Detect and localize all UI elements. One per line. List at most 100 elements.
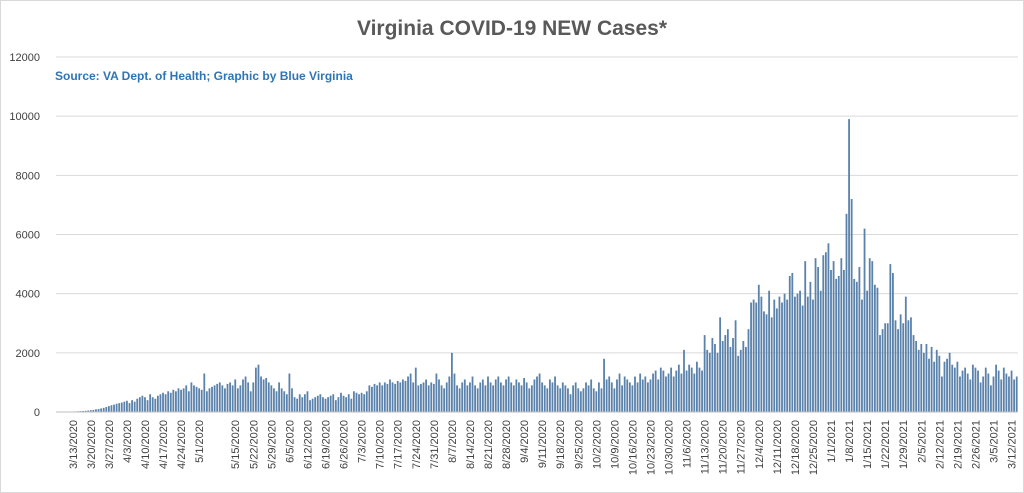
bar <box>742 341 745 412</box>
y-tick-label: 2000 <box>16 348 40 360</box>
bar <box>479 382 482 412</box>
bar <box>306 391 309 412</box>
bar <box>301 397 304 412</box>
bar <box>592 388 595 412</box>
bar <box>603 358 605 412</box>
bar <box>167 391 170 412</box>
bar <box>979 382 982 412</box>
bar <box>239 385 242 412</box>
bar <box>105 406 108 412</box>
bar <box>358 394 360 412</box>
y-tick-label: 10000 <box>9 111 40 123</box>
bar <box>822 255 825 412</box>
bar <box>203 373 206 412</box>
bar <box>324 398 327 412</box>
bar <box>425 379 428 412</box>
bar <box>489 382 492 412</box>
bar <box>768 290 771 412</box>
bar <box>1015 376 1018 412</box>
x-tick-label: 12/4/2020 <box>754 420 766 469</box>
x-tick-label: 12/11/2020 <box>772 420 784 474</box>
bar <box>97 409 100 412</box>
bar <box>303 394 306 412</box>
bar <box>899 314 902 412</box>
bar <box>567 388 569 412</box>
bar <box>216 383 219 412</box>
bar <box>461 382 464 412</box>
bar <box>340 392 342 412</box>
bar <box>701 370 703 412</box>
bar <box>961 370 964 412</box>
bar <box>373 383 376 412</box>
bar <box>162 392 164 412</box>
bar <box>533 379 536 412</box>
bar <box>236 388 239 412</box>
bar <box>146 400 149 412</box>
bar <box>254 367 257 412</box>
bar <box>391 382 394 412</box>
bar <box>448 376 451 412</box>
x-tick-label: 8/21/2020 <box>483 420 495 469</box>
bar <box>997 370 1000 412</box>
bar <box>198 388 201 412</box>
bar <box>628 382 631 412</box>
bar <box>894 320 897 412</box>
bar <box>585 382 587 412</box>
bar <box>930 346 933 412</box>
bar <box>824 252 827 412</box>
bar <box>249 391 252 412</box>
bar <box>830 270 832 412</box>
bar <box>435 373 438 412</box>
bar <box>458 388 461 412</box>
bar <box>499 382 502 412</box>
bar <box>809 281 812 412</box>
bar <box>698 367 701 412</box>
bar <box>371 386 373 412</box>
bar <box>703 335 706 412</box>
bar <box>667 373 670 412</box>
bar <box>1000 379 1003 412</box>
bar <box>688 364 691 412</box>
x-tick-label: 4/17/2020 <box>158 420 170 469</box>
x-tick-label: 9/11/2020 <box>537 420 549 468</box>
bar <box>873 284 876 412</box>
bar <box>536 376 538 412</box>
bar <box>827 243 830 412</box>
x-tick-label: 7/17/2020 <box>393 420 405 469</box>
x-tick-label: 5/15/2020 <box>230 420 242 469</box>
bar <box>804 261 807 412</box>
bar <box>327 397 329 412</box>
bar <box>417 385 420 412</box>
bar <box>190 382 193 412</box>
bar <box>907 320 910 412</box>
bar <box>569 394 572 412</box>
y-tick-label: 8000 <box>16 170 40 182</box>
bar <box>293 397 296 412</box>
x-tick-label: 6/19/2020 <box>321 420 333 469</box>
bar <box>884 323 887 412</box>
bar <box>95 409 97 412</box>
x-tick-label: 1/29/2021 <box>898 420 910 469</box>
bar <box>224 388 226 412</box>
x-tick-label: 11/13/2020 <box>700 420 712 474</box>
bar <box>610 382 613 412</box>
bar <box>288 373 291 412</box>
bar <box>87 410 90 412</box>
bar <box>172 389 175 412</box>
x-tick-label: 10/30/2020 <box>664 420 676 475</box>
bar <box>574 382 577 412</box>
bar <box>644 376 647 412</box>
bar <box>187 391 190 412</box>
bar <box>476 388 479 412</box>
bar <box>590 379 593 412</box>
bar <box>231 385 234 412</box>
bar <box>556 385 559 412</box>
bar <box>920 343 923 412</box>
bar <box>855 281 858 412</box>
bar <box>538 373 541 412</box>
bar <box>159 394 162 412</box>
bar <box>922 352 925 412</box>
bar <box>154 398 157 412</box>
bar <box>474 385 477 412</box>
bar <box>291 388 293 412</box>
